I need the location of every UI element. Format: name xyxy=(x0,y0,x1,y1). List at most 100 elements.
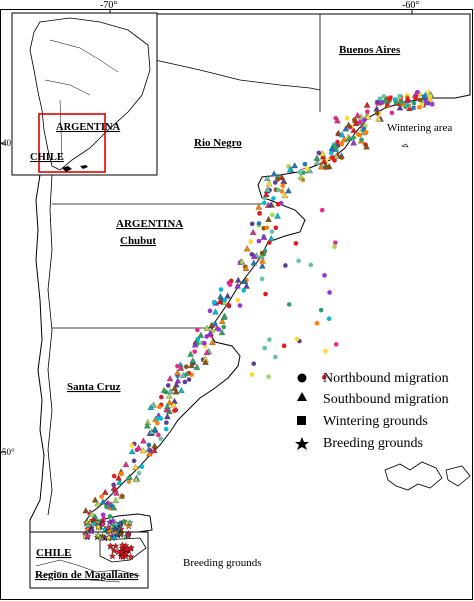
southbound-point xyxy=(270,170,278,177)
northbound-point xyxy=(304,166,310,172)
wintering-point xyxy=(383,99,388,104)
southbound-point xyxy=(122,461,130,467)
northbound-point xyxy=(251,361,257,366)
northbound-point xyxy=(322,273,327,278)
inset-tierra-del-fuego xyxy=(62,165,88,172)
southbound-point xyxy=(187,350,194,357)
northbound-point xyxy=(159,394,164,400)
southbound-point xyxy=(172,388,180,395)
wintering-point xyxy=(413,95,418,100)
northbound-point xyxy=(389,110,395,116)
wintering-point xyxy=(421,94,426,99)
southbound-point xyxy=(126,473,133,480)
southbound-point xyxy=(264,186,272,193)
northbound-point xyxy=(339,155,345,160)
southbound-point xyxy=(202,358,209,365)
southbound-point xyxy=(170,401,177,408)
breeding-point xyxy=(107,542,114,550)
northbound-point xyxy=(111,473,117,479)
wintering-point xyxy=(393,97,398,102)
southbound-point xyxy=(111,485,119,492)
northbound-point xyxy=(158,436,163,442)
wintering-point xyxy=(430,102,435,107)
southbound-point xyxy=(263,191,270,198)
breeding-point xyxy=(124,531,132,539)
northbound-point xyxy=(283,263,288,268)
northbound-point xyxy=(269,229,275,234)
northbound-point xyxy=(297,170,303,175)
southbound-point xyxy=(354,111,361,118)
northbound-point xyxy=(333,240,338,245)
southbound-point xyxy=(203,324,211,331)
southbound-point xyxy=(342,125,350,132)
southbound-point xyxy=(116,478,123,485)
label-rio-negro: Rio Negro xyxy=(194,137,242,149)
southbound-point xyxy=(179,371,187,378)
wintering-point xyxy=(420,102,425,107)
southbound-point xyxy=(191,341,199,348)
southbound-point xyxy=(178,387,185,394)
wintering-point xyxy=(418,97,423,102)
northbound-point xyxy=(173,407,179,413)
northbound-point xyxy=(280,183,286,188)
wintering-point xyxy=(424,100,429,105)
northbound-point xyxy=(186,377,192,382)
northbound-point xyxy=(147,448,153,453)
southbound-point xyxy=(285,187,292,194)
northbound-point xyxy=(256,221,262,226)
label-region-magallanes: Region de Magallanes xyxy=(35,569,139,581)
southbound-point xyxy=(113,489,120,496)
southbound-point xyxy=(151,425,159,432)
northbound-point xyxy=(335,139,340,145)
wintering-point xyxy=(384,96,389,101)
northbound-point xyxy=(319,207,325,213)
southbound-point xyxy=(164,403,171,410)
wintering-point xyxy=(397,94,402,99)
northbound-point xyxy=(333,342,339,347)
southbound-point xyxy=(82,507,89,514)
southbound-point xyxy=(323,163,330,170)
northbound-point xyxy=(221,324,227,330)
northbound-point xyxy=(302,161,308,167)
southbound-point xyxy=(140,437,147,444)
northbound-point xyxy=(259,276,265,282)
northbound-point xyxy=(333,145,339,151)
southbound-point xyxy=(91,496,99,503)
wintering-point xyxy=(417,105,422,110)
northbound-point xyxy=(120,493,125,499)
wintering-point xyxy=(378,96,383,101)
breeding-point xyxy=(99,520,106,528)
southbound-point xyxy=(166,375,174,382)
southbound-point xyxy=(363,143,370,150)
southbound-point xyxy=(165,392,173,399)
southbound-point xyxy=(264,174,271,181)
southbound-point xyxy=(94,500,101,507)
southbound-point xyxy=(313,154,321,161)
northbound-point xyxy=(328,150,334,156)
wintering-point xyxy=(399,100,404,105)
legend-triangle-icon xyxy=(297,392,307,401)
legend-label-southbound: Southbound migration xyxy=(323,392,449,407)
southbound-point xyxy=(267,201,275,208)
northbound-point xyxy=(184,372,189,377)
breeding-point xyxy=(118,541,126,549)
northbound-point xyxy=(275,177,281,182)
southbound-point xyxy=(163,406,170,413)
southbound-point xyxy=(238,258,246,265)
northbound-point xyxy=(323,348,328,354)
southbound-point xyxy=(328,145,336,152)
breeding-point xyxy=(94,532,102,539)
northbound-point xyxy=(164,420,169,425)
label-chubut: Chubut xyxy=(120,235,156,247)
border-andes xyxy=(47,174,53,516)
northbound-point xyxy=(155,420,160,426)
northbound-point xyxy=(286,302,292,307)
breeding-point xyxy=(111,526,119,534)
tick-left-2: -50° xyxy=(0,447,15,457)
northbound-point xyxy=(359,137,364,142)
tick-top-1: -70° xyxy=(100,0,117,11)
southbound-point xyxy=(102,488,109,495)
southbound-point xyxy=(189,357,197,364)
northbound-point xyxy=(327,290,332,295)
